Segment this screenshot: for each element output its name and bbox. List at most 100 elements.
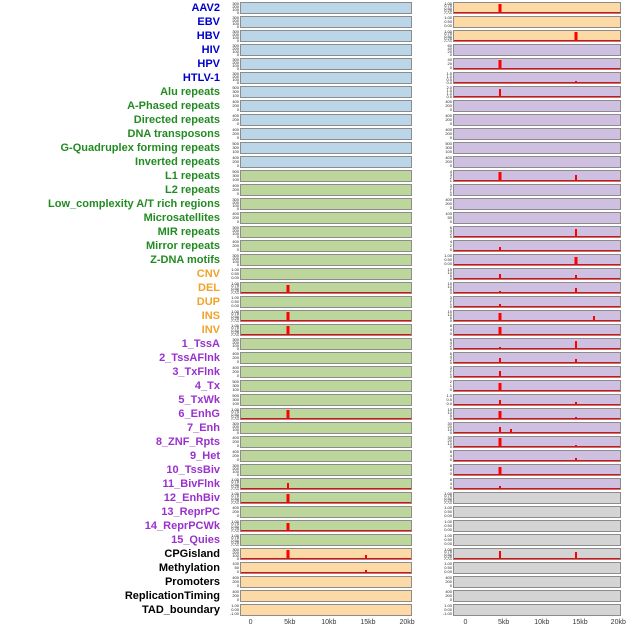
y-tick-label: 8 (449, 450, 452, 454)
row-label: L2 repeats (164, 183, 220, 196)
y-tick-label: 0 (449, 387, 452, 392)
y-tick-label: 200 (232, 103, 239, 108)
x-axis-left: 0 5kb 10kb 15kb 20kb (242, 617, 415, 629)
y-tick-label: 200 (232, 453, 239, 458)
y-tick-label: 4 (449, 170, 452, 174)
y-tick-label: 400 (445, 100, 452, 104)
signal-spike (499, 304, 502, 307)
y-axis-ticks: 1.00 0.50 0.00 (435, 520, 453, 532)
y-axis-ticks: 1.00 0.75 0.50 0.25 0.00 (222, 492, 240, 504)
track-panel (240, 394, 412, 406)
y-tick-label: 400 (445, 198, 452, 202)
y-axis-ticks: 500 300 100 (435, 142, 453, 154)
y-tick-label: 0 (236, 457, 239, 462)
y-tick-label: 1.00 (444, 604, 452, 608)
y-tick-label: 1.5 (446, 72, 452, 76)
y-tick-label: 300 (232, 58, 239, 62)
y-tick-label: 300 (232, 383, 239, 388)
y-axis-ticks: 400 200 0 (222, 366, 240, 378)
y-tick-label: 200 (232, 18, 239, 23)
track-panel (240, 408, 412, 420)
y-axis-ticks: 15 10 5 0 (435, 310, 453, 322)
y-tick-label: 8 (449, 324, 452, 328)
y-axis-ticks: 500 300 100 (222, 380, 240, 392)
y-tick-label: 200 (445, 579, 452, 584)
y-tick-label: 1.00 (444, 2, 452, 6)
track-panel (453, 520, 621, 532)
signal-spike (510, 429, 513, 433)
signal-spike (499, 358, 502, 363)
y-tick-label: 400 (445, 114, 452, 118)
y-tick-label: 0 (236, 10, 239, 15)
track-panel (453, 338, 621, 350)
y-tick-label: 0.00 (231, 542, 239, 546)
y-axis-ticks: 400 200 0 (222, 156, 240, 168)
y-tick-label: 100 (232, 203, 239, 208)
y-tick-label: 6 (449, 338, 452, 342)
y-tick-label: 15 (447, 268, 452, 272)
y-tick-label: 5 (449, 413, 452, 418)
y-tick-label: 40 (447, 58, 452, 62)
track-panel (453, 422, 621, 434)
signal-spike (499, 400, 502, 405)
y-tick-label: 0 (449, 192, 452, 197)
signal-baseline (454, 320, 620, 321)
y-tick-label: 0.00 (231, 332, 239, 336)
signal-baseline (454, 334, 620, 335)
y-tick-label: 15 (447, 282, 452, 286)
y-tick-label: 300 (232, 422, 239, 426)
y-tick-label: 300 (232, 30, 239, 34)
signal-spike (498, 326, 502, 335)
track-panel (240, 72, 412, 84)
y-tick-label: 10 (447, 312, 452, 317)
track-row: 1_TssA 300 200 100 0 6 4 2 0 (0, 337, 630, 351)
track-row: DNA transposons 400 200 0 400 200 0 (0, 127, 630, 141)
y-tick-label: 400 (232, 590, 239, 594)
track-panel (240, 324, 412, 336)
y-tick-label: 2 (449, 243, 452, 248)
y-tick-label: 0 (236, 191, 239, 196)
track-panel (240, 268, 412, 280)
y-tick-label: 0.25 (444, 498, 452, 504)
y-tick-label: 0.00 (231, 303, 239, 308)
signal-baseline (454, 96, 620, 97)
track-panel (240, 492, 412, 504)
y-tick-label: 6 (449, 352, 452, 356)
track-row: CPGisland 300 200 100 0 1.00 0.75 0.50 0.25 0.00 (0, 547, 630, 561)
track-panel (453, 604, 621, 616)
y-tick-label: 0.00 (231, 275, 239, 280)
track-row: L1 repeats 500 300 100 4 3 2 1 (0, 169, 630, 183)
y-tick-label: 300 (232, 254, 239, 258)
track-panel (453, 254, 621, 266)
track-row: CNV 1.00 0.50 0.00 15 10 5 0 (0, 267, 630, 281)
y-tick-label: 0 (236, 583, 239, 588)
y-tick-label: 0.25 (231, 526, 239, 532)
y-tick-label: 0.50 (444, 551, 452, 557)
y-tick-label: 5 (449, 315, 452, 320)
y-tick-label: 4 (449, 228, 452, 233)
y-tick-label: 0 (236, 107, 239, 112)
y-tick-label: 200 (232, 355, 239, 360)
track-panel (240, 170, 412, 182)
y-tick-label: 400 (232, 450, 239, 454)
y-tick-label: 0 (449, 290, 452, 295)
y-axis-ticks: 400 200 0 (435, 128, 453, 140)
y-tick-label: 8 (449, 478, 452, 482)
track-row: Promoters 400 200 0 400 200 0 (0, 575, 630, 589)
y-tick-label: 100 (232, 387, 239, 392)
track-panel (240, 198, 412, 210)
track-row: 12_EnhBiv 1.00 0.75 0.50 0.25 0.00 1.00 0.75 0.5… (0, 491, 630, 505)
y-tick-label: 0.50 (231, 481, 239, 487)
y-tick-label: 200 (232, 131, 239, 136)
y-tick-label: 3 (449, 184, 452, 188)
y-tick-label: 0 (449, 163, 452, 168)
signal-baseline (454, 460, 620, 461)
track-row: 13_ReprPC 400 200 0 1.00 0.50 0.00 (0, 505, 630, 519)
track-panel (240, 16, 412, 28)
y-tick-label: 0 (449, 205, 452, 210)
y-tick-label: 4 (449, 240, 452, 244)
y-tick-label: 100 (232, 562, 239, 566)
y-tick-label: 10 (447, 410, 452, 415)
